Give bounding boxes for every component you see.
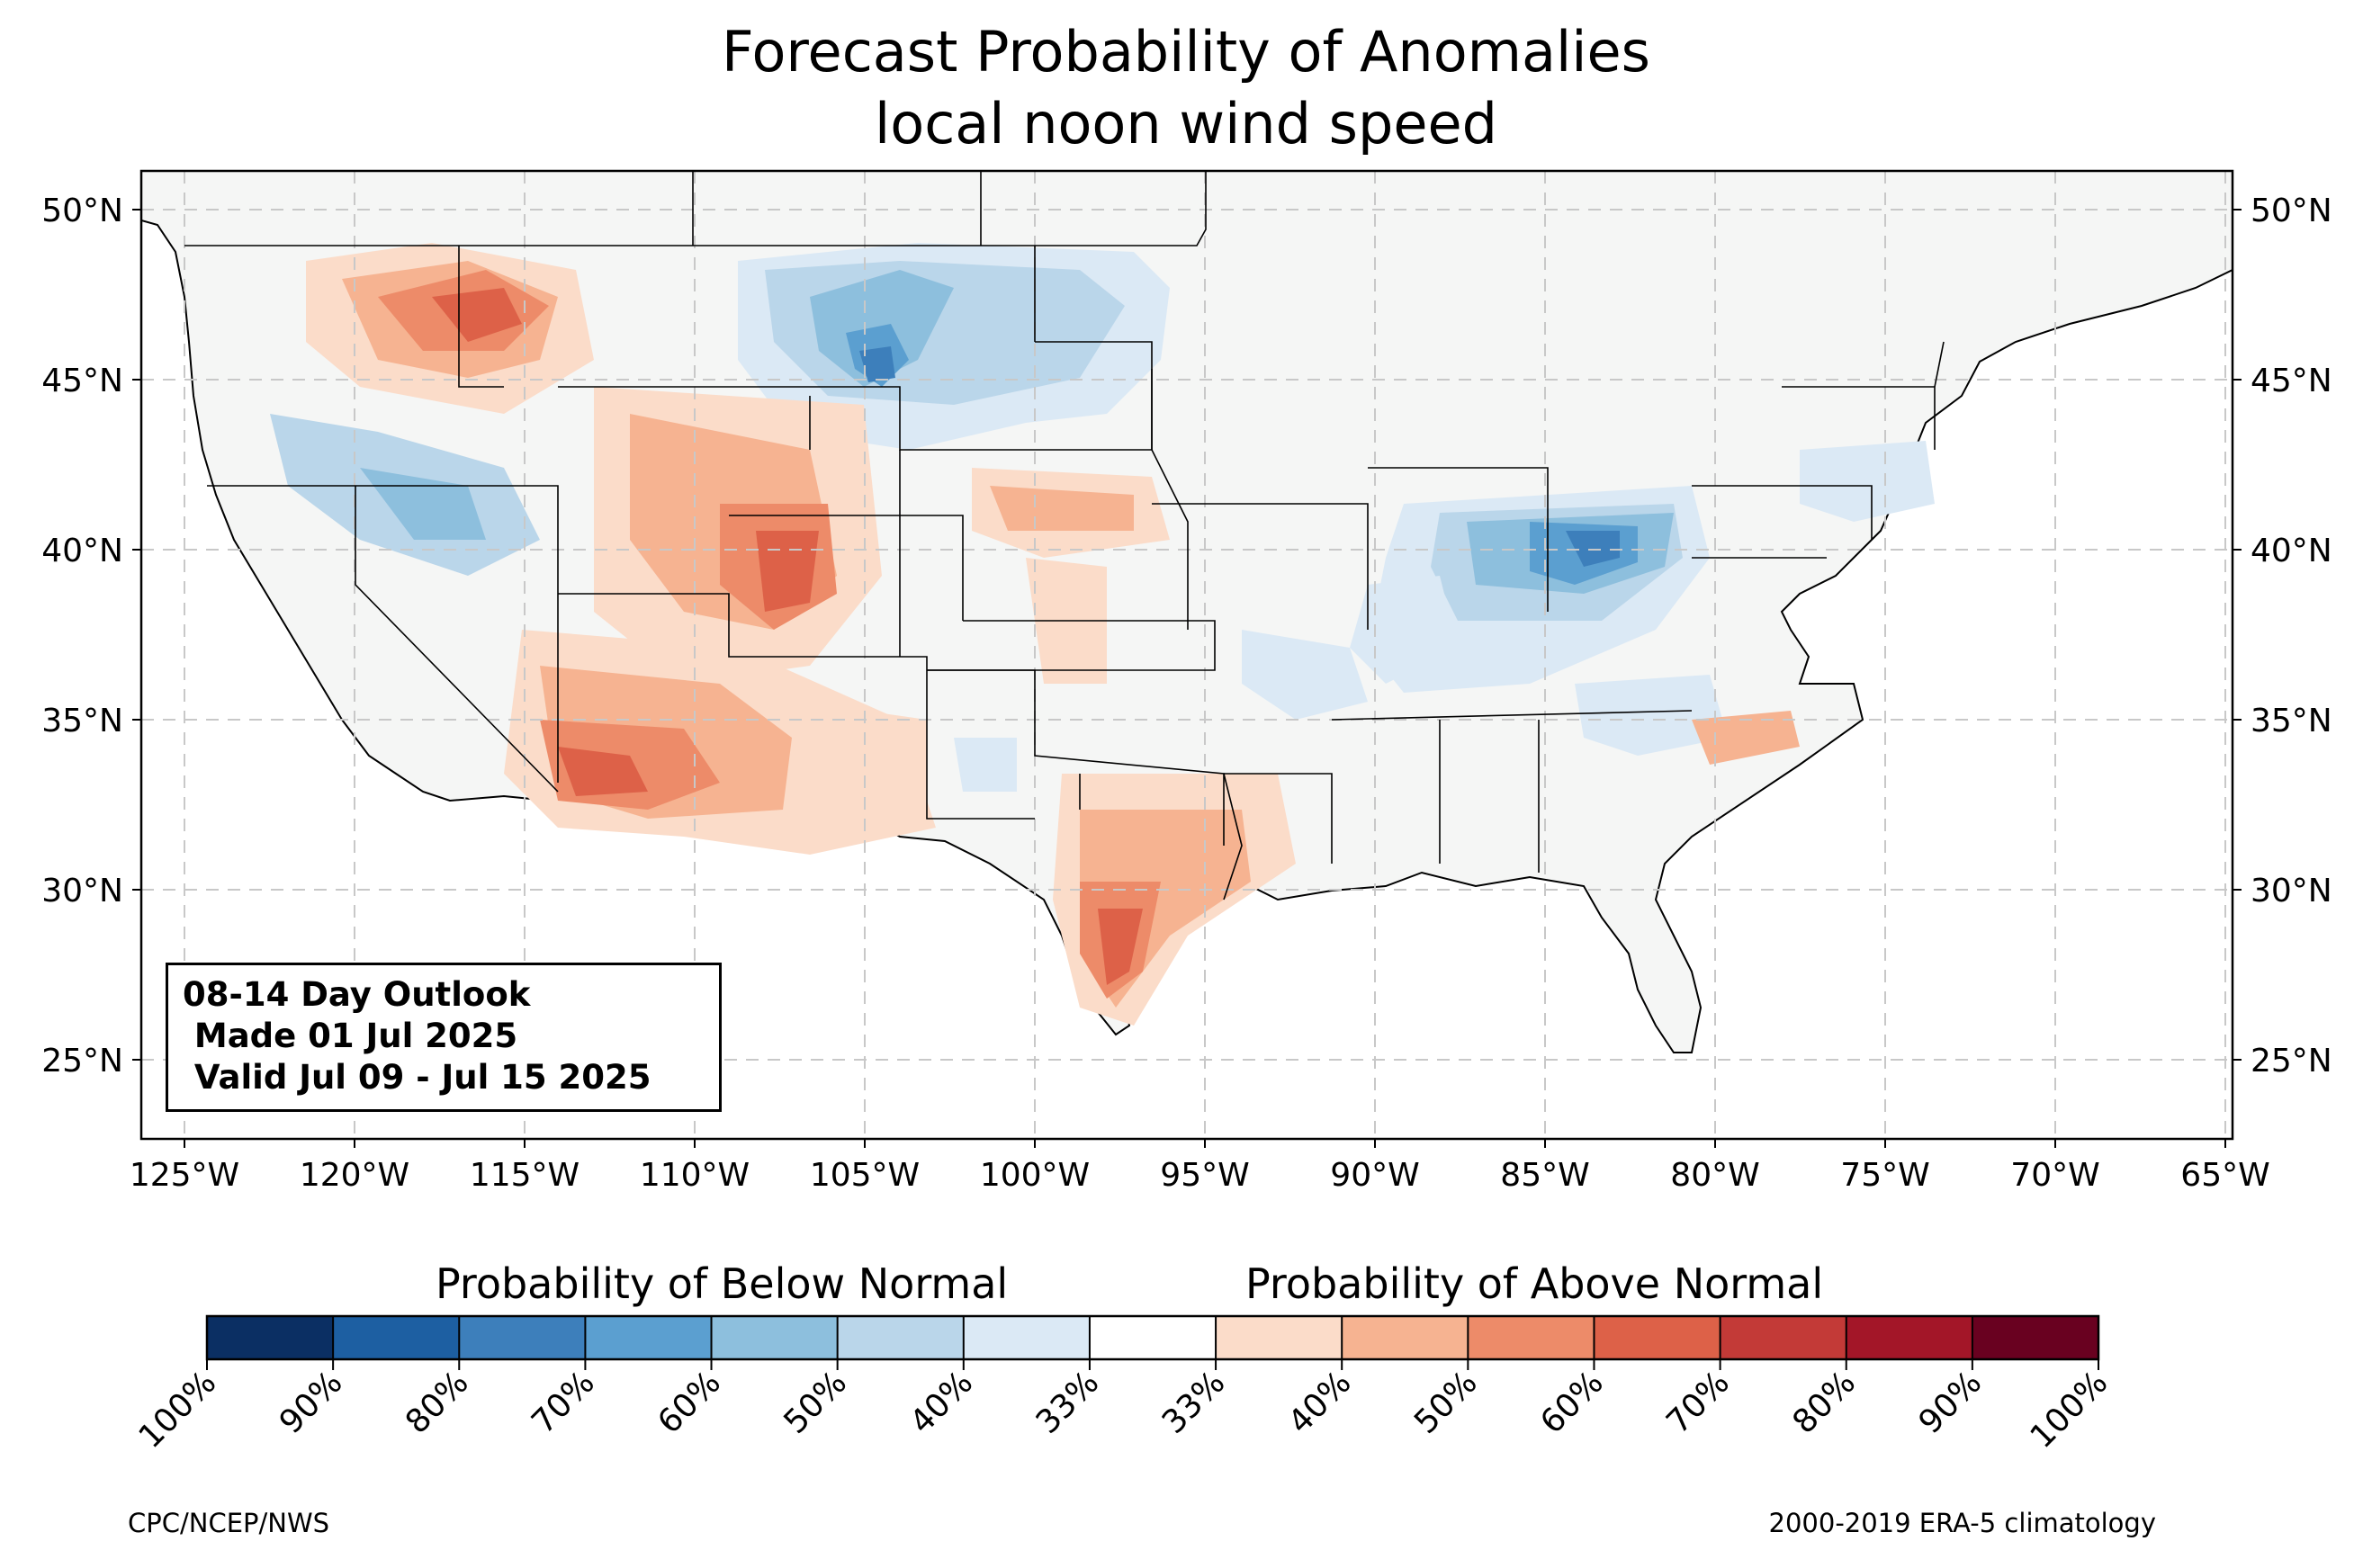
lon-label: 125°W xyxy=(130,1157,239,1194)
lat-label: 50°N xyxy=(2251,193,2332,229)
lat-label: 25°N xyxy=(41,1043,123,1080)
lat-label: 35°N xyxy=(41,703,123,739)
latitude-labels-right: 50°N 45°N 40°N 35°N 30°N 25°N xyxy=(2233,193,2332,1080)
state-boundaries xyxy=(184,171,1945,900)
lon-label: 110°W xyxy=(640,1157,750,1194)
lat-label: 35°N xyxy=(2251,703,2332,739)
lon-label: 115°W xyxy=(470,1157,580,1194)
colorbar-above-title: Probability of Above Normal xyxy=(1245,1259,1824,1308)
footer-climatology: 2000-2019 ERA-5 climatology xyxy=(1768,1508,2156,1538)
outlook-made-date: Made 01 Jul 2025 xyxy=(183,1017,518,1055)
lat-label: 40°N xyxy=(2251,533,2332,569)
lon-label: 90°W xyxy=(1330,1157,1419,1194)
colorbar-below-title: Probability of Below Normal xyxy=(436,1259,1009,1308)
lon-label: 100°W xyxy=(980,1157,1090,1194)
outlook-info-box: 08-14 Day Outlook Made 01 Jul 2025 Valid… xyxy=(166,963,722,1112)
lon-label: 85°W xyxy=(1500,1157,1589,1194)
lon-label: 105°W xyxy=(810,1157,920,1194)
lat-label: 45°N xyxy=(2251,363,2332,399)
chart-subtitle: local noon wind speed xyxy=(875,91,1497,157)
lon-label: 65°W xyxy=(2180,1157,2269,1194)
lat-label: 30°N xyxy=(41,873,123,909)
lat-label: 30°N xyxy=(2251,873,2332,909)
outlook-title: 08-14 Day Outlook xyxy=(183,975,531,1014)
lat-label: 50°N xyxy=(41,193,123,229)
lon-label: 80°W xyxy=(1670,1157,1759,1194)
outlook-valid-dates: Valid Jul 09 - Jul 15 2025 xyxy=(183,1058,651,1097)
lat-label: 45°N xyxy=(41,363,123,399)
graticule xyxy=(141,171,2233,1139)
lat-label: 25°N xyxy=(2251,1043,2332,1080)
above-normal-areas xyxy=(306,243,1800,1026)
latitude-labels-left: 50°N 45°N 40°N 35°N 30°N 25°N xyxy=(41,193,141,1080)
longitude-labels: 125°W 120°W 115°W 110°W 105°W 100°W 95°W 90°W 85… xyxy=(130,1139,2270,1194)
lon-label: 75°W xyxy=(1840,1157,1929,1194)
lon-label: 120°W xyxy=(300,1157,409,1194)
lat-label: 40°N xyxy=(41,533,123,569)
chart-title: Forecast Probability of Anomalies xyxy=(722,19,1650,85)
footer-source: CPC/NCEP/NWS xyxy=(128,1508,330,1538)
lon-label: 95°W xyxy=(1160,1157,1249,1194)
lon-label: 70°W xyxy=(2010,1157,2099,1194)
map-frame xyxy=(139,169,2234,1141)
